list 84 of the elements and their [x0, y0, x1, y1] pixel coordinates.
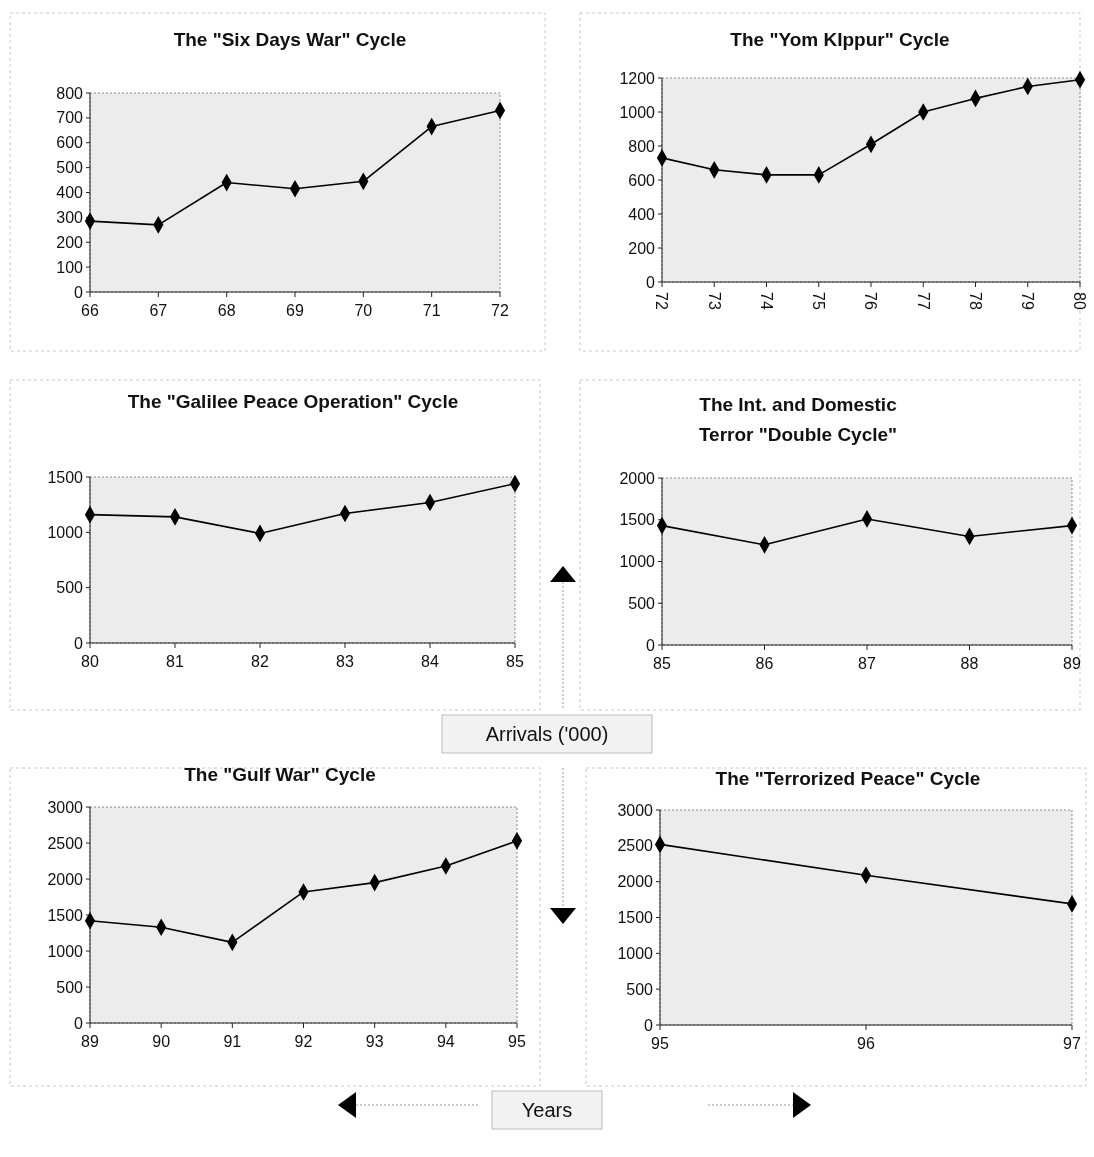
x-tick-label: 74 [757, 292, 775, 310]
x-tick-label: 89 [1063, 655, 1081, 672]
x-tick-label: 95 [508, 1033, 526, 1050]
x-tick-label: 77 [914, 292, 932, 310]
y-tick-label: 500 [56, 159, 84, 177]
y-tick-label: 0 [646, 636, 656, 654]
y-tick-label: 500 [56, 978, 84, 996]
x-tick-label: 85 [653, 655, 671, 672]
y-tick-label: 600 [56, 134, 84, 152]
x-tick-label: 76 [862, 292, 880, 310]
y-tick-label: 1000 [619, 553, 656, 571]
y-tick-label: 1500 [617, 909, 654, 927]
x-tick-label: 94 [436, 1033, 455, 1050]
y-tick-label: 0 [74, 283, 84, 301]
y-tick-label: 300 [56, 208, 84, 226]
y-tick-label: 1500 [47, 468, 84, 486]
x-tick-label: 75 [810, 292, 828, 310]
x-tick-label: 68 [217, 302, 236, 319]
x-tick-label: 89 [81, 1033, 99, 1050]
y-tick-label: 2500 [47, 834, 84, 852]
y-tick-label: 100 [56, 258, 84, 276]
x-tick-label: 80 [81, 653, 99, 670]
y-tick-label: 200 [56, 233, 84, 251]
y-tick-label: 2500 [617, 837, 654, 855]
y-tick-label: 0 [74, 1014, 84, 1032]
x-tick-label: 80 [1071, 292, 1089, 310]
y-tick-label: 2000 [47, 870, 84, 888]
x-tick-label: 71 [422, 302, 441, 319]
chart-title: The "Yom KIppur" Cycle [730, 29, 950, 50]
y-tick-label: 400 [628, 205, 656, 223]
x-tick-label: 90 [152, 1033, 171, 1050]
y-tick-label: 1500 [47, 906, 84, 924]
chart-title: The Int. and Domestic Terror "Double Cycle" [698, 394, 898, 445]
x-tick-label: 73 [705, 292, 723, 310]
chart-title: The "Galilee Peace Operation" Cycle [127, 391, 459, 412]
y-tick-label: 200 [628, 239, 656, 257]
x-tick-label: 72 [491, 302, 509, 319]
x-tick-label: 88 [960, 655, 979, 672]
y-tick-label: 500 [56, 579, 84, 597]
x-tick-label: 66 [81, 302, 99, 319]
y-tick-label: 0 [644, 1016, 654, 1034]
y-tick-label: 800 [56, 84, 84, 102]
x-tick-label: 70 [354, 302, 373, 319]
y-tick-label: 1500 [619, 511, 656, 529]
x-tick-label: 85 [506, 653, 524, 670]
x-tick-label: 79 [1019, 292, 1037, 310]
y-tick-label: 0 [646, 273, 656, 291]
y-tick-label: 1000 [47, 523, 84, 541]
x-tick-label: 81 [166, 653, 184, 670]
x-tick-label: 69 [286, 302, 304, 319]
x-tick-label: 86 [755, 655, 774, 672]
x-tick-label: 72 [653, 292, 671, 310]
y-tick-label: 3000 [47, 798, 84, 816]
y-tick-label: 2000 [619, 469, 656, 487]
x-tick-label: 78 [966, 292, 984, 310]
y-tick-label: 700 [56, 109, 84, 127]
x-tick-label: 96 [857, 1035, 875, 1052]
y-tick-label: 400 [56, 184, 84, 202]
x-tick-label: 92 [294, 1033, 313, 1050]
chart-title: The "Terrorized Peace" Cycle [715, 768, 981, 789]
y-tick-label: 1000 [47, 942, 84, 960]
text: Arrivals ('000) [485, 723, 609, 745]
y-tick-label: 1200 [619, 69, 656, 87]
chart-title: The "Six Days War" Cycle [173, 29, 407, 50]
text: Years [521, 1099, 573, 1121]
x-tick-label: 82 [251, 653, 269, 670]
x-tick-label: 83 [336, 653, 354, 670]
x-tick-label: 84 [421, 653, 439, 670]
y-tick-label: 800 [628, 137, 656, 155]
y-tick-label: 500 [626, 980, 654, 998]
y-tick-label: 500 [628, 594, 656, 612]
y-tick-label: 1000 [619, 103, 656, 121]
y-tick-label: 2000 [617, 873, 654, 891]
y-tick-label: 1000 [617, 944, 654, 962]
chart-title: The "Gulf War" Cycle [184, 764, 376, 785]
x-tick-label: 91 [223, 1033, 242, 1050]
y-tick-label: 600 [628, 171, 656, 189]
x-tick-label: 93 [365, 1033, 384, 1050]
y-tick-label: 3000 [617, 801, 654, 819]
x-tick-label: 95 [651, 1035, 669, 1052]
y-tick-label: 0 [74, 634, 84, 652]
x-tick-label: 97 [1063, 1035, 1081, 1052]
x-tick-label: 67 [149, 302, 168, 319]
x-tick-label: 87 [858, 655, 876, 672]
